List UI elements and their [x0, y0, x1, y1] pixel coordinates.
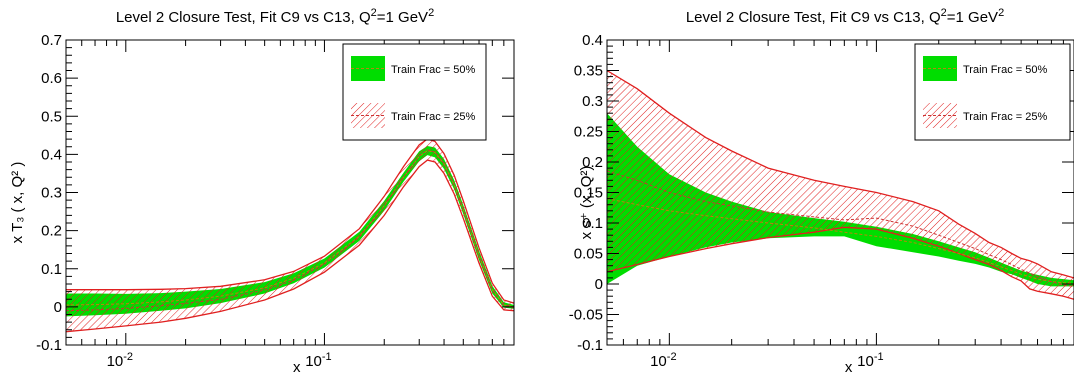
band-train-frac-25 [66, 139, 514, 332]
y-tick-label: 0.1 [41, 261, 62, 278]
band-25-upper-edge [607, 69, 1074, 279]
y-axis-label: x s⁺ (x, Q²) [578, 166, 595, 240]
legend-label-25: Train Frac = 25% [391, 111, 475, 123]
legend-label-50: Train Frac = 50% [963, 64, 1047, 76]
band-25-lower-edge [607, 226, 1074, 300]
legend-label-50: Train Frac = 50% [391, 64, 475, 76]
x-axis-label: x [845, 359, 853, 373]
x-tick-label: 10-1 [305, 351, 331, 370]
legend-label-25: Train Frac = 25% [963, 111, 1047, 123]
band-25-lower-edge [66, 159, 514, 333]
chart-panel-1: -0.1 0 0.1 0.2 0.3 0.4 0.5 0.6 0.7 10-2 10-1 x x T₃ … [9, 7, 515, 373]
y-tick-label: 0.1 [582, 215, 603, 232]
y-tick-label: 0.4 [41, 146, 62, 163]
y-tick-label: 0.5 [41, 108, 62, 125]
y-tick-label: 0.25 [574, 124, 603, 141]
y-tick-label: 0.4 [582, 32, 603, 49]
y-axis-label: x T₃ ( x, Q² ) [9, 162, 26, 244]
y-tick-label: 0.2 [41, 223, 62, 240]
y-tick-label: -0.05 [569, 307, 603, 324]
y-tick-label: 0.2 [582, 154, 603, 171]
plot-area [66, 138, 514, 333]
band-25-upper-edge [66, 138, 514, 304]
y-tick-label: -0.1 [577, 337, 603, 354]
x-tick-label: 10-2 [107, 351, 133, 370]
y-tick-label: 0.7 [41, 32, 62, 49]
plot-area [607, 69, 1074, 300]
x-tick-label: 10-2 [650, 351, 676, 370]
chart-title: Level 2 Closure Test, Fit C9 vs C13, Q2=… [116, 7, 434, 26]
band-train-frac-25 [607, 70, 1074, 300]
legend: Train Frac = 50% Train Frac = 25% [914, 43, 1071, 141]
legend: Train Frac = 50% Train Frac = 25% [342, 43, 487, 141]
y-tick-label: 0.6 [41, 70, 62, 87]
y-tick-label: 0.15 [574, 185, 603, 202]
chart-panel-2: -0.1 -0.05 0 0.05 0.1 0.15 0.2 0.25 0.3 0.35 0.4 10… [569, 7, 1074, 373]
y-tick-label: 0.05 [574, 246, 603, 263]
y-tick-label: 0 [54, 299, 62, 316]
y-tick-label: 0 [595, 276, 603, 293]
x-tick-label: 10-1 [857, 351, 883, 370]
y-tick-label: -0.1 [36, 337, 62, 354]
central-train-frac-25 [607, 170, 1074, 287]
central-train-frac-25 [66, 149, 514, 312]
y-tick-label: 0.3 [582, 93, 603, 110]
chart-title: Level 2 Closure Test, Fit C9 vs C13, Q2=… [686, 7, 1004, 26]
y-tick-label: 0.3 [41, 185, 62, 202]
central-train-frac-50 [607, 198, 1074, 284]
y-tick-label: 0.35 [574, 63, 603, 80]
x-axis-label: x [293, 359, 301, 373]
